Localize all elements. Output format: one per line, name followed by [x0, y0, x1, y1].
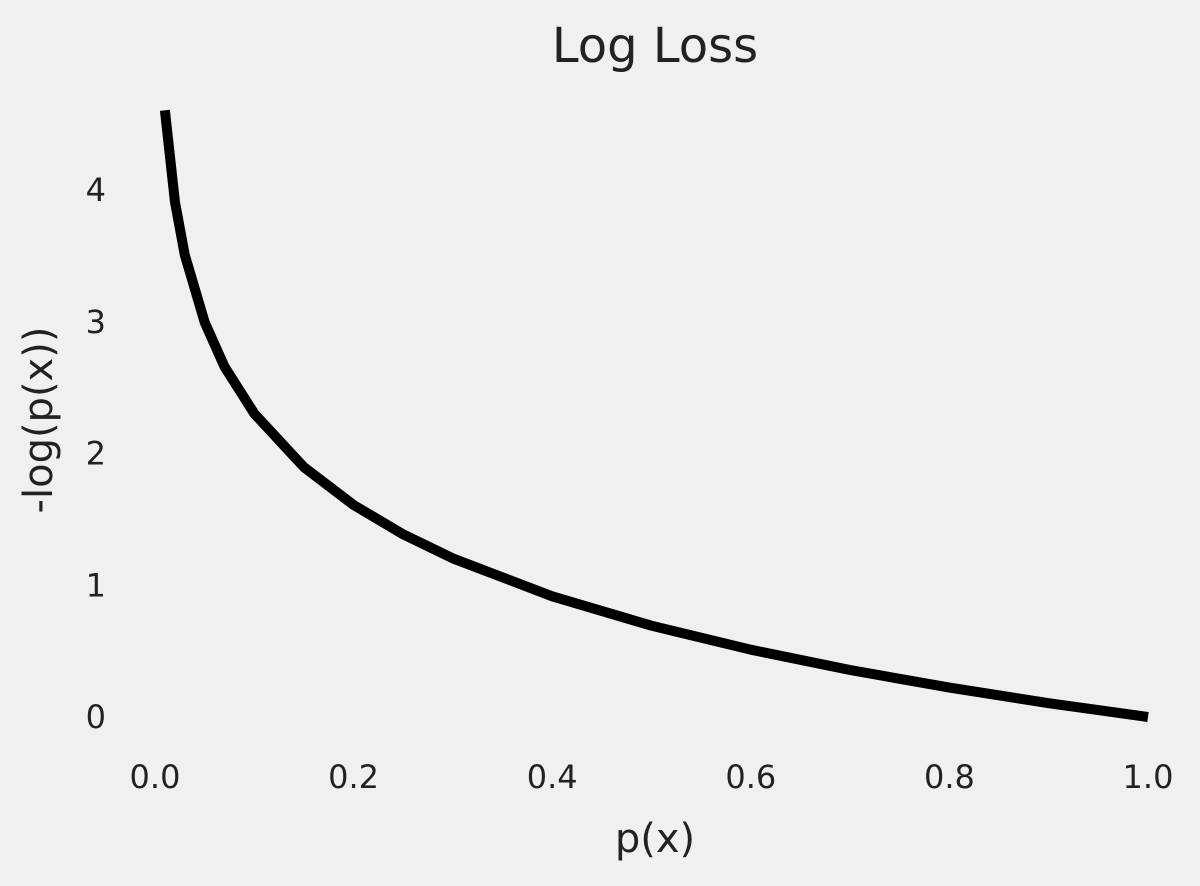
x-tick-label: 0.0	[130, 758, 181, 796]
chart-title: Log Loss	[552, 18, 758, 74]
x-tick-label: 0.6	[725, 758, 776, 796]
y-tick-labels: 0 1 2 3 4	[86, 171, 106, 736]
x-axis-title: p(x)	[615, 816, 695, 862]
y-axis-title: -log(p(x))	[16, 327, 62, 514]
series-line	[159, 109, 1149, 722]
x-tick-label: 0.4	[527, 758, 578, 796]
x-tick-labels: 0.0 0.2 0.4 0.6 0.8 1.0	[130, 758, 1174, 796]
x-tick-label: 0.2	[328, 758, 379, 796]
x-tick-label: 1.0	[1123, 758, 1174, 796]
x-tick-label: 0.8	[924, 758, 975, 796]
y-tick-label: 3	[86, 303, 106, 341]
y-tick-label: 2	[86, 435, 106, 473]
y-tick-label: 0	[86, 698, 106, 736]
y-tick-label: 1	[86, 566, 106, 604]
y-tick-label: 4	[86, 171, 106, 209]
